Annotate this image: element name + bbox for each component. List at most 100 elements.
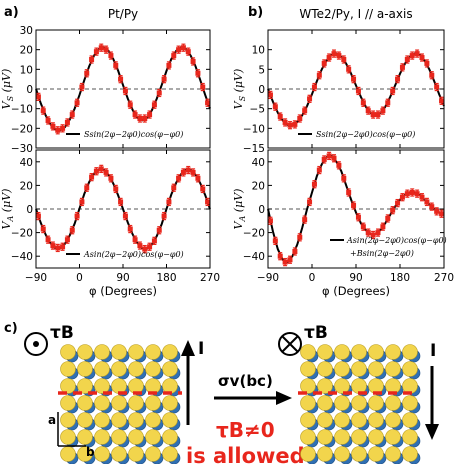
data-point [341,57,347,62]
data-point [147,112,153,118]
result-label: is allowed [186,444,305,464]
data-point [156,90,162,96]
gold-atom [317,344,333,360]
data-point [351,202,357,208]
gold-atom [60,412,76,428]
gold-atom [111,412,127,428]
gold-atom [317,412,333,428]
gold-atom [351,429,367,445]
data-point [113,186,119,192]
gold-atom [300,378,316,394]
data-point [89,174,95,180]
gold-atom [351,395,367,411]
gold-atom [368,344,384,360]
gold-atom [300,429,316,445]
data-point [282,259,288,265]
data-point [45,237,51,243]
gold-atom [162,344,178,360]
data-point [316,167,322,173]
data-point [302,108,308,114]
out-of-plane-dot-icon [24,332,48,356]
gold-atom [145,412,161,428]
data-point [331,155,337,161]
data-point [292,121,298,127]
data-point [439,98,445,104]
data-point [419,194,425,200]
data-point [166,199,172,205]
data-point [122,88,128,94]
gold-atom [60,344,76,360]
data-point [297,116,303,121]
y-axis-unit: (μV) [0,69,13,96]
data-point [142,246,148,252]
current-label-right: I [430,341,436,361]
y-axis-subscript: A [238,216,247,223]
data-point [180,169,186,175]
data-point [60,244,66,250]
data-point [267,218,273,224]
gold-atom [128,429,144,445]
data-point [200,186,206,192]
gold-atom [77,361,93,377]
x-axis-label: φ (Degrees) [89,284,157,298]
y-tick-label: 0 [258,84,265,96]
gold-atom [317,378,333,394]
data-point [161,76,167,82]
data-point [419,55,425,61]
x-tick-label: 0 [309,272,316,284]
data-point [360,100,366,106]
data-point [326,153,332,159]
operation-arrowhead [276,391,292,405]
data-point [385,215,391,221]
y-tick-label: −15 [243,143,265,155]
data-point [64,119,70,125]
legend-label: Ssin(2φ−2φ0)cos(φ−φ0) [316,130,415,139]
data-point [142,116,148,121]
axis-b-label: b [86,445,95,459]
axis-a-label: a [48,413,56,427]
gold-atom [145,361,161,377]
y-axis-symbol: V [0,220,13,229]
current-label-left: I [198,339,204,359]
gold-atom [60,361,76,377]
data-point [79,199,85,205]
gold-atom [128,361,144,377]
data-point [180,45,186,51]
data-point [272,104,278,110]
data-point [424,60,430,66]
current-arrowhead-left [181,340,195,356]
data-point [69,112,75,118]
gold-atom [77,429,93,445]
data-point [321,156,327,162]
data-point [331,51,337,57]
data-point [176,175,182,181]
data-point [122,213,128,219]
gold-atom [351,361,367,377]
data-point [74,213,80,219]
gold-atom [402,395,418,411]
gold-atom [145,429,161,445]
data-point [118,76,124,82]
data-point [93,49,99,55]
data-point [113,62,119,68]
data-point [195,70,201,76]
data-point [103,47,109,53]
current-arrowhead-right [425,424,439,440]
gold-atom [402,446,418,462]
gold-atom [300,361,316,377]
data-point [390,207,396,213]
y-tick-label: 0 [26,84,33,96]
y-axis-label: VA (μV) [232,189,247,230]
data-point [390,88,396,94]
data-point [365,108,371,114]
gold-atom [77,344,93,360]
gold-atom [334,378,350,394]
data-point [439,211,445,217]
gold-atom [111,361,127,377]
gold-atom [300,446,316,462]
y-tick-label: 40 [20,157,33,169]
data-point [282,119,288,125]
y-tick-label: 40 [252,157,265,169]
